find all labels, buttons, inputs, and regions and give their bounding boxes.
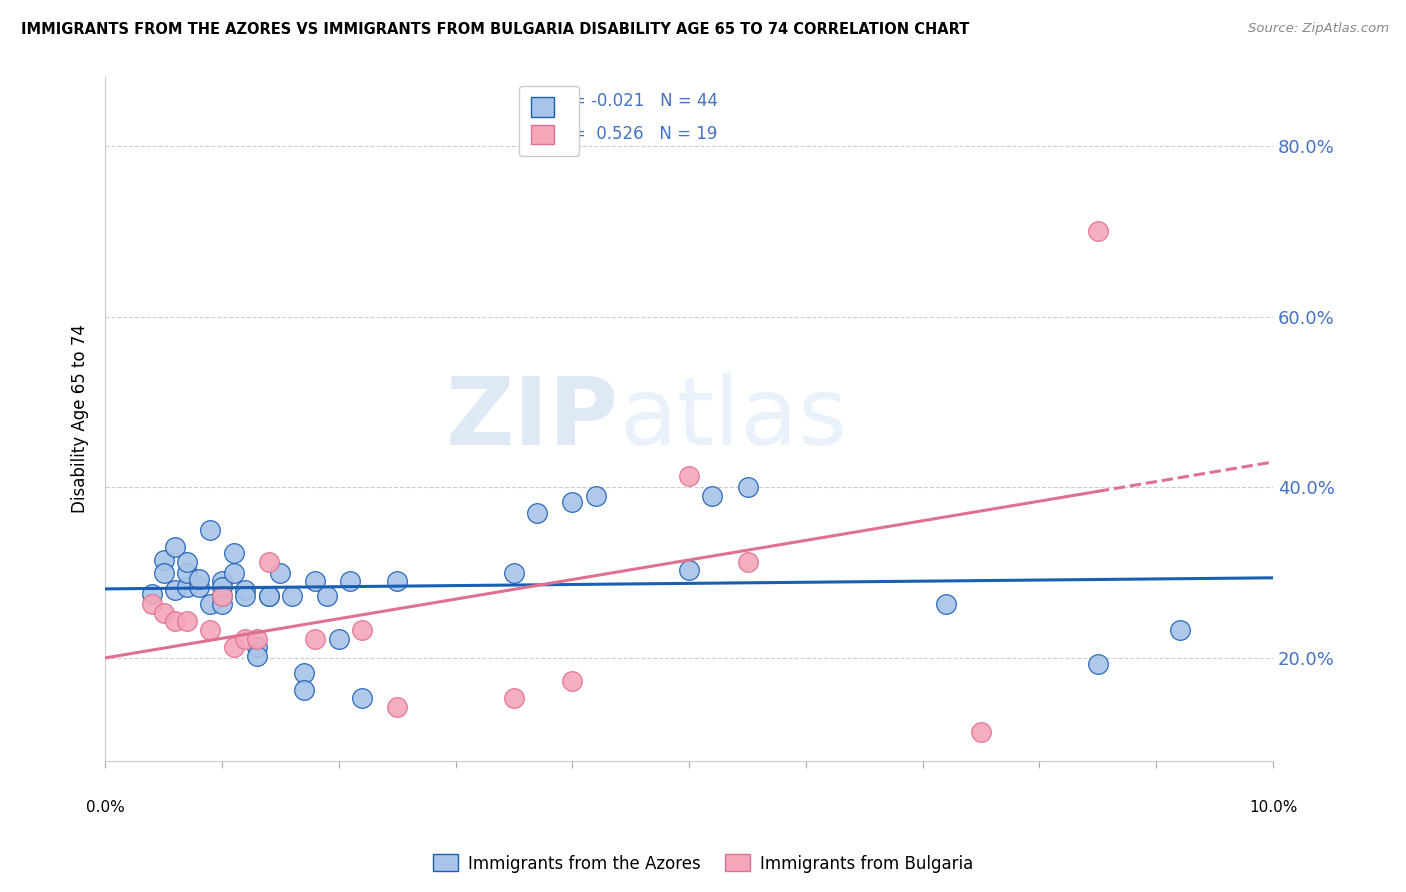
Point — [281, 589, 304, 603]
Point — [176, 580, 198, 594]
Point — [304, 632, 326, 646]
Point — [561, 495, 583, 509]
Point — [187, 580, 209, 594]
Text: 10.0%: 10.0% — [1249, 799, 1298, 814]
Point — [935, 598, 957, 612]
Point — [246, 640, 269, 654]
Point — [211, 598, 233, 612]
Point — [235, 632, 257, 646]
Point — [561, 674, 583, 689]
Point — [737, 555, 759, 569]
Point — [200, 598, 222, 612]
Point — [385, 699, 408, 714]
Point — [235, 589, 257, 603]
Point — [222, 640, 245, 654]
Point — [503, 566, 526, 580]
Point — [678, 469, 700, 483]
Point — [339, 574, 361, 589]
Point — [585, 489, 607, 503]
Point — [211, 580, 233, 594]
Point — [152, 566, 174, 580]
Point — [141, 598, 163, 612]
Point — [176, 615, 198, 629]
Point — [304, 574, 326, 589]
Point — [211, 574, 233, 589]
Text: R =  0.526   N = 19: R = 0.526 N = 19 — [555, 125, 717, 143]
Text: ZIP: ZIP — [446, 373, 619, 465]
Point — [737, 480, 759, 494]
Point — [246, 632, 269, 646]
Point — [503, 691, 526, 706]
Point — [222, 546, 245, 560]
Point — [200, 523, 222, 537]
Text: IMMIGRANTS FROM THE AZORES VS IMMIGRANTS FROM BULGARIA DISABILITY AGE 65 TO 74 C: IMMIGRANTS FROM THE AZORES VS IMMIGRANTS… — [21, 22, 970, 37]
Point — [328, 632, 350, 646]
Point — [141, 587, 163, 601]
Point — [235, 582, 257, 597]
Text: R = -0.021   N = 44: R = -0.021 N = 44 — [555, 93, 718, 111]
Point — [1168, 623, 1191, 637]
Point — [176, 566, 198, 580]
Point — [187, 572, 209, 586]
Point — [678, 563, 700, 577]
Point — [246, 648, 269, 663]
Point — [200, 623, 222, 637]
Point — [292, 682, 315, 697]
Text: 0.0%: 0.0% — [86, 799, 125, 814]
Legend: Immigrants from the Azores, Immigrants from Bulgaria: Immigrants from the Azores, Immigrants f… — [426, 847, 980, 880]
Point — [222, 566, 245, 580]
Point — [165, 615, 187, 629]
Point — [257, 589, 280, 603]
Point — [292, 665, 315, 680]
Point — [970, 725, 993, 739]
Point — [257, 589, 280, 603]
Point — [176, 555, 198, 569]
Point — [1087, 224, 1109, 238]
Point — [385, 574, 408, 589]
Point — [152, 553, 174, 567]
Point — [526, 506, 548, 520]
Point — [316, 589, 339, 603]
Point — [165, 540, 187, 554]
Legend: , : , — [519, 86, 579, 156]
Point — [211, 589, 233, 603]
Point — [352, 691, 374, 706]
Point — [152, 606, 174, 620]
Point — [1087, 657, 1109, 672]
Y-axis label: Disability Age 65 to 74: Disability Age 65 to 74 — [72, 325, 89, 514]
Point — [352, 623, 374, 637]
Point — [269, 566, 291, 580]
Point — [165, 582, 187, 597]
Point — [211, 589, 233, 603]
Text: atlas: atlas — [619, 373, 848, 465]
Point — [257, 555, 280, 569]
Text: Source: ZipAtlas.com: Source: ZipAtlas.com — [1249, 22, 1389, 36]
Point — [702, 489, 724, 503]
